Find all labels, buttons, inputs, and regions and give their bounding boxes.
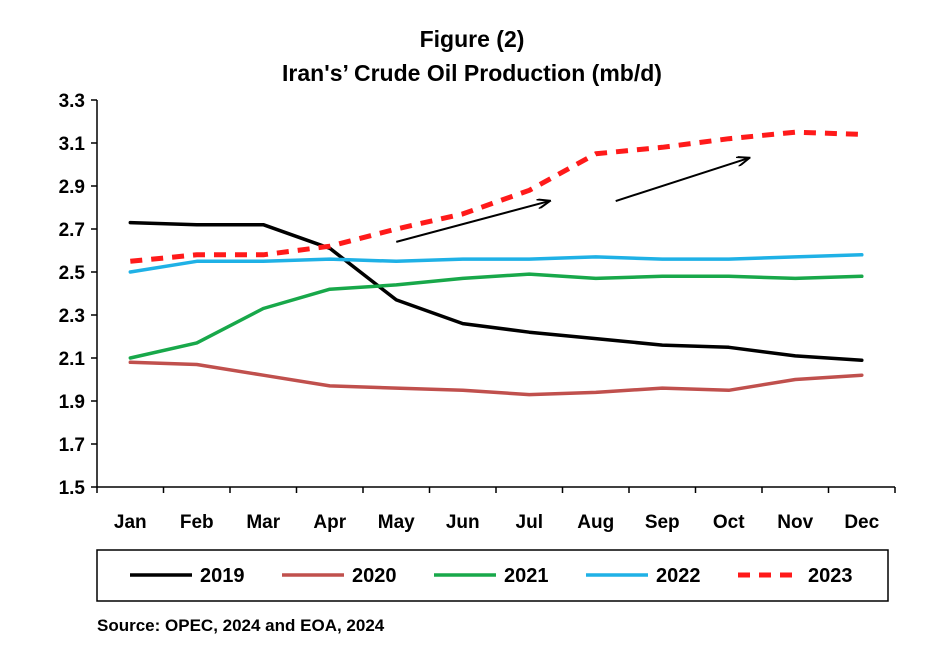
series-line-2023 [130, 129, 862, 264]
trend-arrows [395, 158, 749, 243]
chart-subtitle: Iran's’ Crude Oil Production (mb/d) [282, 60, 662, 86]
trend-arrow-2 [615, 158, 749, 203]
axes [96, 100, 895, 488]
series-line-2021 [128, 272, 864, 360]
x-tick-label: Mar [246, 512, 280, 533]
series-line-2020 [128, 360, 864, 397]
y-tick-label: 2.9 [59, 177, 85, 198]
legend-label-2019: 2019 [200, 565, 245, 587]
x-tick-label: Jun [446, 512, 480, 533]
x-tick-label: Oct [713, 512, 745, 533]
series-line-2019 [128, 220, 864, 362]
source-note: Source: OPEC, 2024 and EOA, 2024 [97, 616, 385, 635]
x-tick-label: Apr [313, 512, 346, 533]
legend-label-2022: 2022 [656, 565, 701, 587]
x-axis-ticks: Jan Feb Mar Apr May Jun Jul Aug Sep Oct Nov Dec [96, 487, 896, 533]
y-tick-label: 1.7 [59, 435, 85, 456]
chart-title: Figure (2) [420, 26, 525, 52]
x-tick-label: Aug [577, 512, 614, 533]
y-tick-label: 3.3 [59, 91, 85, 112]
y-tick-label: 2.5 [59, 263, 86, 284]
y-tick-label: 3.1 [59, 134, 86, 155]
y-tick-label: 2.1 [59, 349, 86, 370]
y-tick-label: 2.3 [59, 306, 85, 327]
legend: 2019 2020 2021 2022 2023 [130, 565, 853, 587]
series-line-2022 [128, 253, 864, 274]
series-lines [128, 129, 864, 397]
x-tick-label: Jul [516, 512, 543, 533]
y-tick-label: 1.5 [59, 478, 86, 499]
legend-label-2021: 2021 [504, 565, 549, 587]
y-tick-label: 1.9 [59, 392, 85, 413]
legend-label-2020: 2020 [352, 565, 397, 587]
legend-label-2023: 2023 [808, 565, 853, 587]
x-tick-label: Sep [645, 512, 680, 533]
y-axis-ticks: 3.3 3.1 2.9 2.7 2.5 2.3 2.1 1.9 1.7 1.5 [59, 91, 97, 499]
x-tick-label: May [378, 512, 415, 533]
x-tick-label: Dec [844, 512, 879, 533]
x-tick-label: Jan [114, 512, 147, 533]
y-tick-label: 2.7 [59, 220, 85, 241]
x-tick-label: Feb [180, 512, 214, 533]
trend-arrow-1 [395, 201, 549, 243]
x-tick-label: Nov [777, 512, 813, 533]
